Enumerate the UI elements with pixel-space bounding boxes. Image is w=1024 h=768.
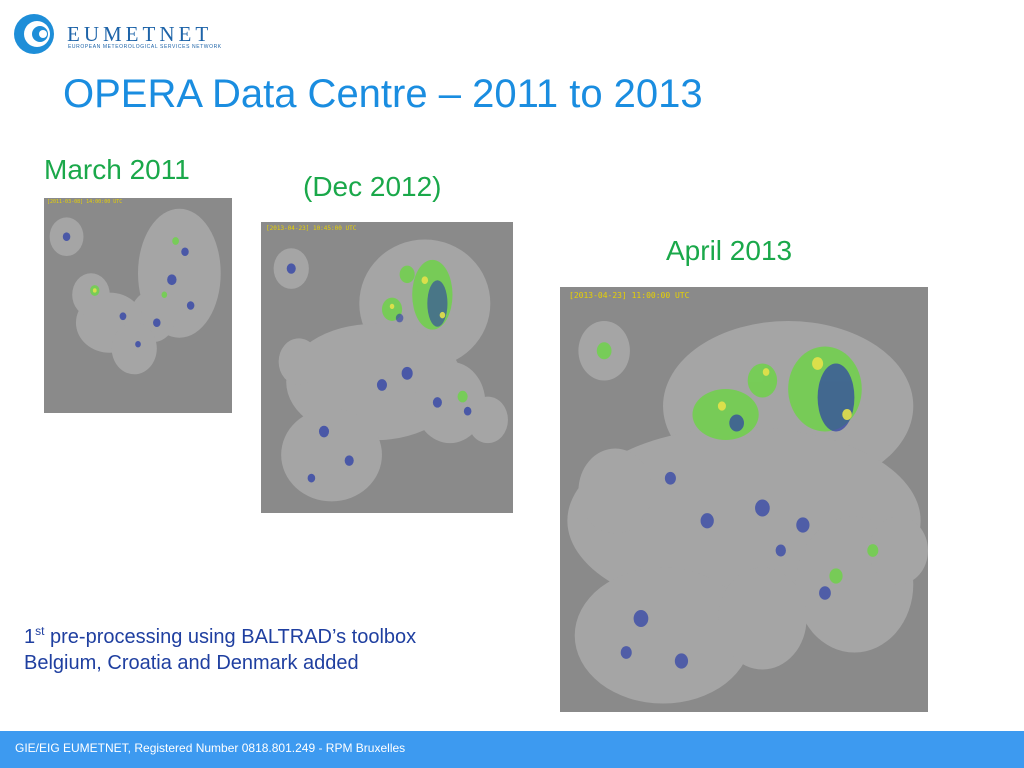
radar-map-dec-2012: [2013-04-23] 10:45:00 UTC [261, 222, 513, 513]
note-line-1: 1st pre-processing using BALTRAD’s toolb… [24, 624, 416, 650]
page-title: OPERA Data Centre – 2011 to 2013 [63, 72, 703, 116]
label-march-2011: March 2011 [44, 154, 190, 185]
timestamp-dec-2012: [2013-04-23] 10:45:00 UTC [266, 225, 357, 232]
logo-wordmark: EUMETNET [67, 22, 213, 46]
logo-tagline: EUROPEAN METEOROLOGICAL SERVICES NETWORK [68, 44, 222, 50]
note-line-1-text: pre-processing using BALTRAD’s toolbox [44, 626, 417, 648]
radar-map-march-2011: [2011-03-08] 14:00:00 UTC [44, 198, 232, 413]
timestamp-april-2013: [2013-04-23] 11:00:00 UTC [569, 291, 690, 300]
note-line-2: Belgium, Croatia and Denmark added [24, 652, 359, 674]
timestamp-march-2011: [2011-03-08] 14:00:00 UTC [47, 199, 123, 205]
note-ordinal: 1 [24, 626, 36, 648]
note-ordinal-suffix: st [35, 624, 45, 638]
radar-map-april-2013: [2013-04-23] 11:00:00 UTC [560, 287, 928, 712]
label-dec-2012: (Dec 2012) [303, 171, 442, 202]
eumetnet-swirl-icon [14, 14, 54, 54]
label-april-2013: April 2013 [666, 235, 793, 266]
eumetnet-logo: EUMETNET EUROPEAN METEOROLOGICAL SERVICE… [12, 10, 221, 56]
footer-text: GIE/EIG EUMETNET, Registered Number 0818… [15, 741, 406, 755]
note-text: 1st pre-processing using BALTRAD’s toolb… [24, 624, 416, 676]
footer-bar: GIE/EIG EUMETNET, Registered Number 0818… [0, 731, 1024, 768]
